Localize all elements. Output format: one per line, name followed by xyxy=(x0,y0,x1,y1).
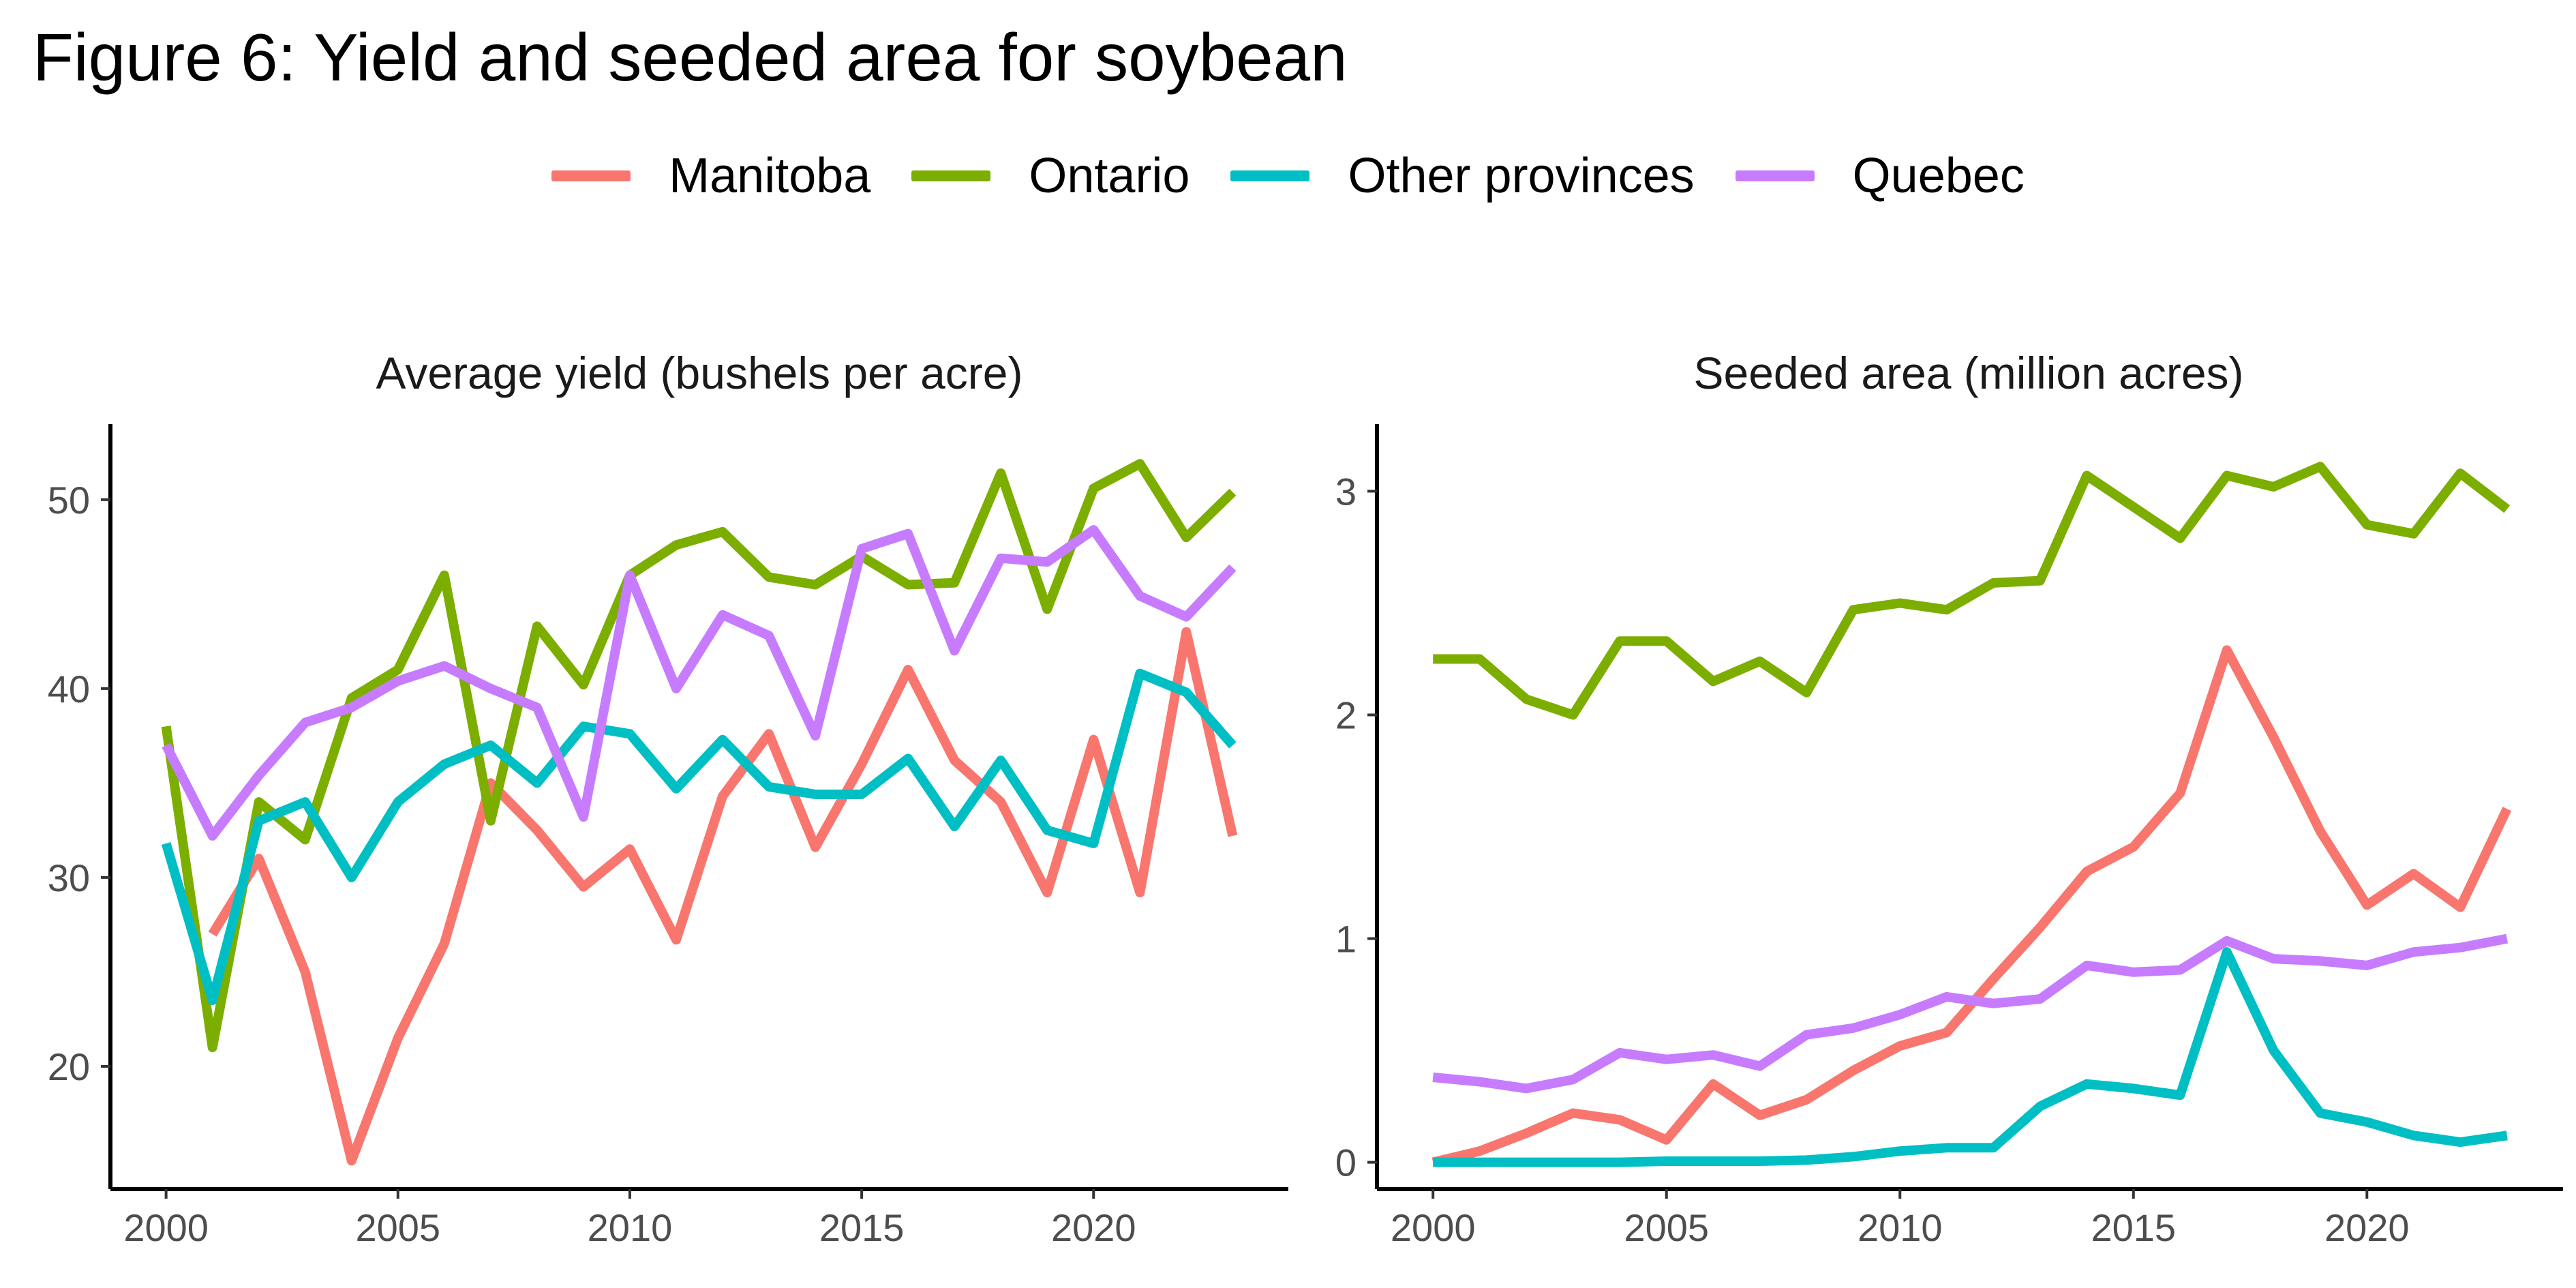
area-y-tick-label: 2 xyxy=(1335,693,1357,736)
yield-x-tick-label: 2010 xyxy=(588,1206,673,1249)
area-line-manitoba xyxy=(1431,645,2512,1167)
legend-item-quebec: Quebec xyxy=(1735,149,2025,203)
yield-y-tick-label: 20 xyxy=(48,1045,90,1088)
yield-x-tick-label: 2005 xyxy=(356,1206,441,1249)
yield-x-tick-label: 2020 xyxy=(1051,1206,1136,1249)
area-x-tick-label: 2005 xyxy=(1624,1206,1709,1249)
legend-swatch-quebec xyxy=(1735,170,1815,181)
legend: Manitoba Ontario Other provinces Quebec xyxy=(0,151,2576,200)
area-line-quebec xyxy=(1432,933,2509,1094)
figure-title: Figure 6: Yield and seeded area for soyb… xyxy=(33,20,1348,95)
area-line-other-provinces xyxy=(1433,947,2508,1167)
yield-line-manitoba xyxy=(208,627,1238,1166)
yield-line-ontario xyxy=(161,459,1237,1053)
legend-swatch-ontario xyxy=(911,170,991,181)
legend-label-quebec: Quebec xyxy=(1852,149,2025,203)
area-x-tick-label: 2015 xyxy=(2091,1206,2176,1249)
area-x-tick-label: 2020 xyxy=(2324,1206,2410,1249)
legend-label-ontario: Ontario xyxy=(1029,149,1190,203)
legend-item-ontario: Ontario xyxy=(911,151,1189,200)
area-x-tick-label: 2000 xyxy=(1391,1206,1476,1249)
legend-item-manitoba: Manitoba xyxy=(551,151,870,200)
yield-y-tick-label: 50 xyxy=(48,479,90,522)
yield-x-tick-label: 2000 xyxy=(123,1206,209,1249)
yield-y-tick-label: 40 xyxy=(48,668,90,710)
yield-line-quebec xyxy=(162,525,1237,841)
legend-swatch-manitoba xyxy=(551,170,631,181)
legend-item-other-provinces: Other provinces xyxy=(1230,149,1695,203)
yield-panel-title: Average yield (bushels per acre) xyxy=(376,348,1023,398)
yield-y-tick-label: 30 xyxy=(48,856,90,899)
area-y-tick-label: 0 xyxy=(1335,1141,1357,1184)
yield-x-tick-label: 2015 xyxy=(819,1206,905,1249)
area-panel-title: Seeded area (million acres) xyxy=(1693,348,2243,398)
legend-label-manitoba: Manitoba xyxy=(669,149,871,203)
area-line-ontario xyxy=(1433,462,2511,720)
area-y-tick-label: 3 xyxy=(1335,470,1357,513)
legend-label-other-provinces: Other provinces xyxy=(1348,149,1695,203)
area-x-tick-label: 2010 xyxy=(1858,1206,1943,1249)
area-y-tick-label: 1 xyxy=(1335,918,1357,961)
yield-line-other-provinces xyxy=(161,668,1237,1005)
legend-swatch-other-provinces xyxy=(1230,170,1310,181)
